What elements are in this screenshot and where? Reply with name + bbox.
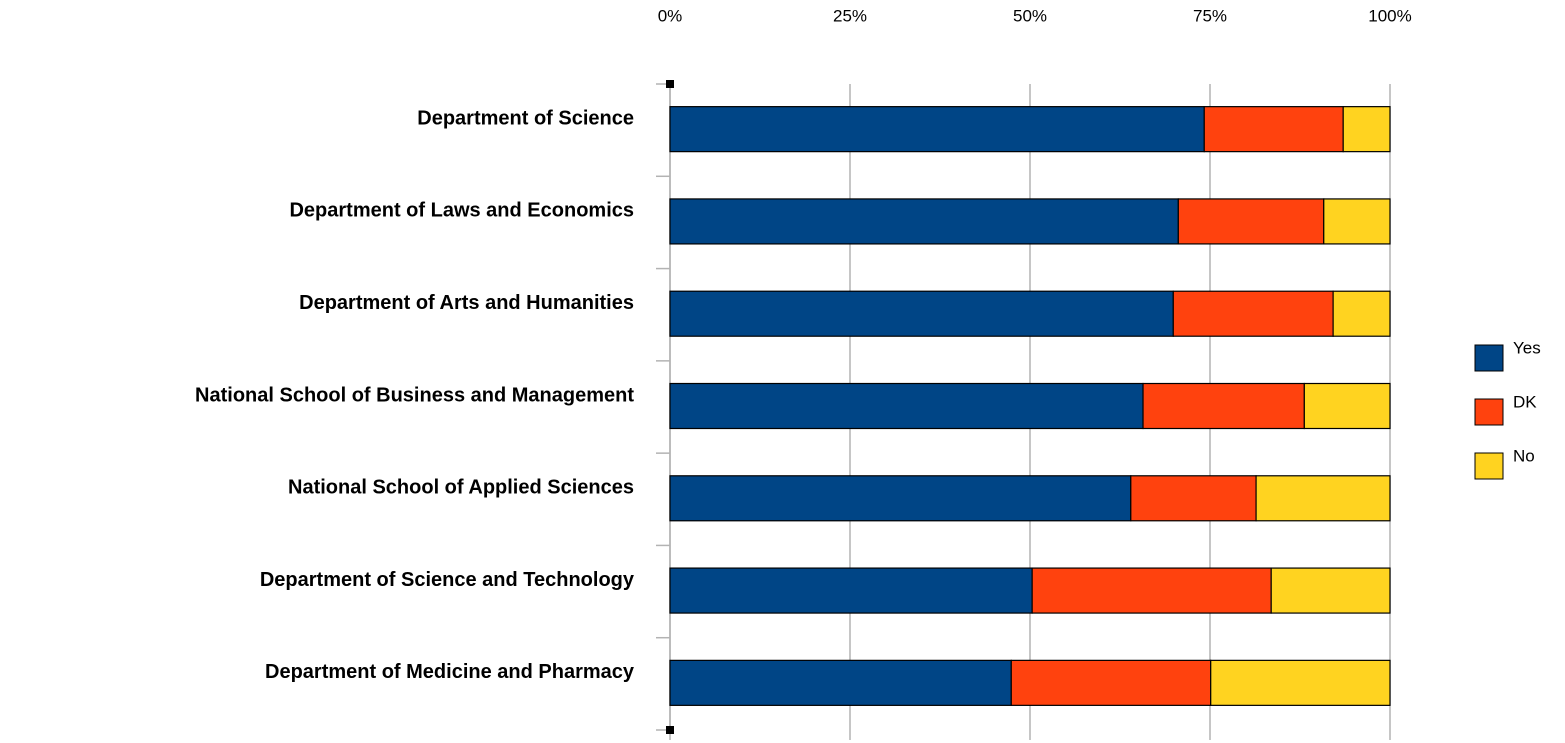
legend-swatch: [1474, 344, 1504, 372]
bar-segment: [1342, 106, 1391, 153]
bar-segment: [669, 567, 1033, 614]
bar-segment: [669, 382, 1144, 430]
y-tick-label: Department of Science: [417, 107, 634, 129]
corner-marker: [666, 80, 674, 88]
y-tick-label: Department of Medicine and Pharmacy: [265, 661, 635, 683]
legend-label: DK: [1513, 392, 1537, 411]
legend-swatch: [1474, 452, 1504, 480]
legend-label: No: [1513, 446, 1535, 465]
y-tick-label: Department of Science and Technology: [260, 569, 635, 591]
y-tick-label: Department of Laws and Economics: [289, 200, 634, 222]
bar-segment: [669, 198, 1179, 245]
bar-segment: [669, 106, 1205, 153]
bar-segment: [1332, 290, 1391, 337]
bar-segment: [1203, 106, 1344, 153]
x-tick-label: 25%: [833, 6, 867, 25]
bar-segment: [1303, 382, 1391, 430]
bar-segment: [1142, 382, 1305, 430]
y-tick-label: Department of Arts and Humanities: [299, 292, 634, 314]
bar-segment: [669, 659, 1012, 706]
corner-marker: [666, 726, 674, 734]
bar-segment: [1031, 567, 1272, 614]
x-tick-label: 0%: [658, 6, 683, 25]
legend-swatch: [1474, 398, 1504, 426]
bar-segment: [1172, 290, 1334, 337]
bar-segment: [1323, 198, 1391, 245]
bar-segment: [1255, 475, 1391, 522]
bar-segment: [1010, 659, 1212, 706]
x-tick-label: 50%: [1013, 6, 1047, 25]
bar-segment: [669, 290, 1174, 337]
x-tick-label: 75%: [1193, 6, 1227, 25]
y-tick-label: National School of Business and Manageme…: [195, 384, 634, 406]
bar-segment: [1177, 198, 1325, 245]
bar-segment: [1130, 475, 1257, 522]
bar-segment: [1270, 567, 1391, 614]
bar-segment: [669, 475, 1132, 522]
x-tick-label: 100%: [1368, 6, 1411, 25]
bar-segment: [1210, 659, 1391, 706]
legend-label: Yes: [1513, 338, 1541, 357]
y-tick-label: National School of Applied Sciences: [288, 477, 634, 499]
